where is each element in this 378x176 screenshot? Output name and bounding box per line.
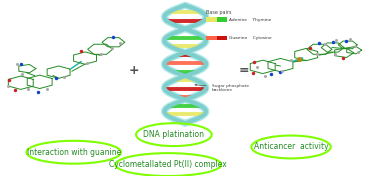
Text: Interaction with guanine: Interaction with guanine	[26, 148, 121, 157]
Text: DNA platination: DNA platination	[143, 130, 204, 139]
FancyBboxPatch shape	[217, 36, 227, 40]
Text: Guanine    Cytosine: Guanine Cytosine	[229, 36, 271, 40]
Text: Sugar phosphate
backbone: Sugar phosphate backbone	[195, 84, 249, 92]
Text: Anticancer  activity: Anticancer activity	[254, 142, 328, 152]
Text: Adenine    Thymine: Adenine Thymine	[229, 18, 271, 21]
FancyBboxPatch shape	[206, 17, 217, 22]
Text: Base pairs: Base pairs	[206, 10, 231, 15]
Text: =: =	[239, 64, 249, 77]
FancyBboxPatch shape	[217, 17, 227, 22]
Text: Cyclometallated Pt(II) complex: Cyclometallated Pt(II) complex	[109, 160, 227, 169]
Text: +: +	[129, 64, 139, 77]
FancyBboxPatch shape	[206, 36, 217, 40]
